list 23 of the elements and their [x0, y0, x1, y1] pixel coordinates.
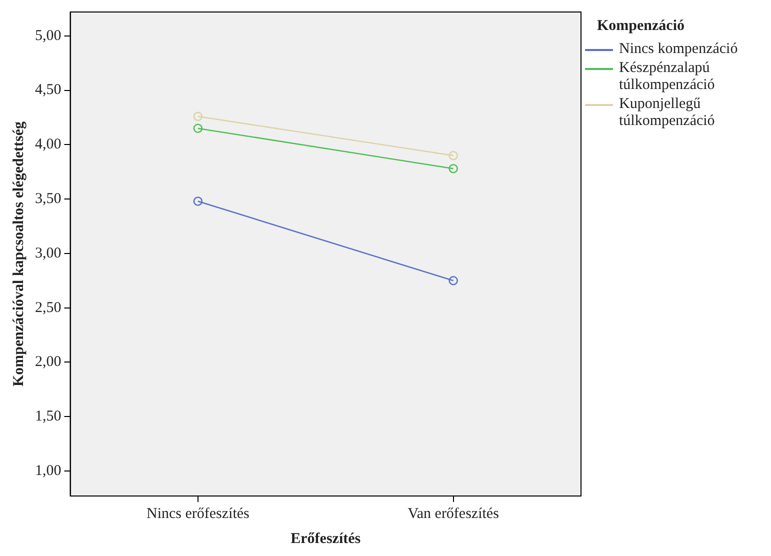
legend-label: Nincs kompenzáció [619, 41, 738, 58]
legend-label: Kuponjellegű túlkompenzáció [619, 96, 716, 130]
y-tick-label: 3,50 [35, 191, 62, 208]
y-tick-label: 4,00 [35, 136, 62, 153]
y-axis-title: Kompenzációval kapcsoaltos elégedettség [10, 121, 27, 386]
y-tick-label: 5,00 [35, 28, 62, 44]
y-tick-label: 1,00 [35, 462, 62, 479]
point [193, 124, 203, 134]
y-tick-label: 4,50 [35, 82, 62, 98]
legend-title: Kompenzáció [597, 18, 686, 35]
x-tick-label: Van erőfeszítés [408, 506, 500, 522]
point [193, 112, 203, 122]
x-tick-label: Nincs erőfeszítés [146, 506, 250, 522]
point [193, 196, 203, 206]
y-tick-label: 2,50 [35, 300, 62, 316]
y-tick-label: 1,50 [35, 408, 62, 425]
y-tick-label: 2,00 [35, 354, 62, 370]
legend-label: Készpénzalapú túlkompenzáció [619, 60, 716, 94]
point [448, 164, 458, 174]
point [448, 150, 458, 160]
point [448, 276, 458, 286]
x-axis-title: Erőfeszítés [290, 530, 361, 547]
y-tick-label: 3,00 [35, 245, 62, 262]
